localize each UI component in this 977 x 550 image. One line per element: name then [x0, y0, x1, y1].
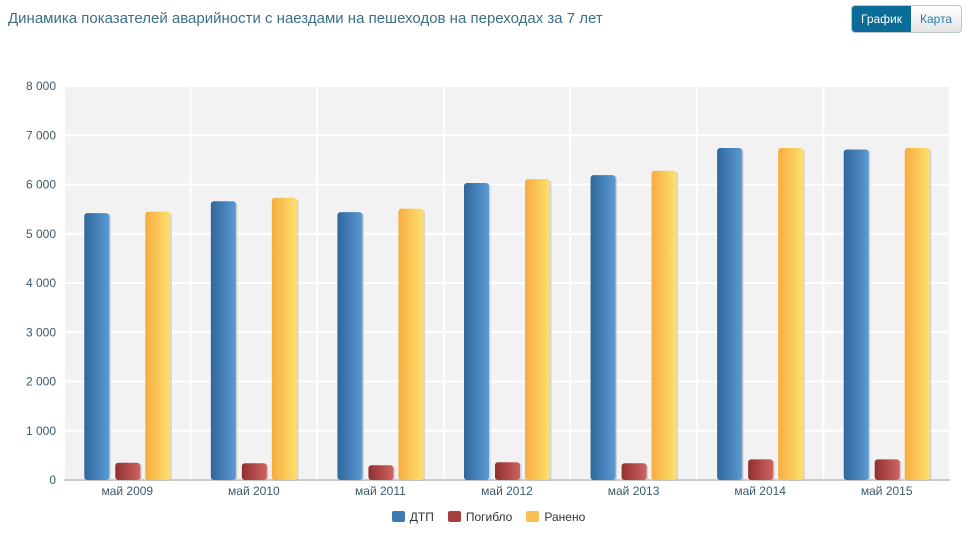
bar-Ранено-май 2010	[271, 197, 297, 481]
y-tick-label: 4 000	[26, 276, 56, 290]
view-toggle: График Карта	[851, 5, 963, 33]
x-tick-label: май 2013	[608, 484, 660, 498]
x-tick-label: май 2010	[228, 484, 280, 498]
bar-Погибло-май 2010	[241, 463, 267, 480]
legend-label: Погибло	[465, 510, 513, 524]
legend: ДТП Погибло Ранено	[0, 510, 977, 524]
y-tick-label: 0	[49, 473, 56, 487]
y-tick-label: 3 000	[26, 325, 56, 339]
x-tick-label: май 2012	[481, 484, 533, 498]
bar-Погибло-май 2014	[748, 459, 774, 480]
y-tick-label: 6 000	[26, 178, 56, 192]
legend-swatch	[526, 511, 540, 522]
bar-ДТП-май 2013	[590, 175, 616, 480]
bar-Ранено-май 2011	[398, 208, 424, 480]
legend-swatch	[391, 511, 405, 522]
x-tick-label: май 2011	[355, 484, 406, 498]
y-tick-label: 5 000	[26, 227, 56, 241]
bar-Ранено-май 2015	[904, 148, 930, 480]
x-tick-label: май 2014	[734, 484, 786, 498]
y-tick-label: 2 000	[26, 375, 56, 389]
legend-item[interactable]: ДТП	[391, 510, 434, 524]
legend-swatch	[447, 511, 461, 522]
y-tick-label: 7 000	[26, 128, 56, 142]
legend-item[interactable]: Погибло	[447, 510, 513, 524]
x-tick-label: май 2009	[101, 484, 153, 498]
legend-label: Ранено	[544, 510, 586, 524]
y-tick-label: 1 000	[26, 424, 56, 438]
bar-ДТП-май 2011	[337, 212, 363, 480]
bar-ДТП-май 2010	[210, 201, 236, 480]
x-tick-label: май 2015	[861, 484, 913, 498]
map-view-button[interactable]: Карта	[911, 6, 962, 32]
bar-Погибло-май 2013	[621, 463, 647, 480]
legend-label: ДТП	[409, 510, 434, 524]
bar-Погибло-май 2012	[495, 462, 520, 480]
bar-Погибло-май 2011	[368, 465, 394, 480]
chart-view-button[interactable]: График	[852, 6, 911, 32]
chart-title: Динамика показателей аварийности с наезд…	[8, 10, 603, 27]
bar-Погибло-май 2015	[874, 459, 900, 480]
bar-ДТП-май 2009	[84, 213, 110, 480]
bar-ДТП-май 2012	[464, 183, 489, 480]
bar-ДТП-май 2015	[843, 149, 869, 480]
bar-Ранено-май 2014	[778, 148, 804, 480]
bar-ДТП-май 2014	[717, 148, 743, 480]
bar-Погибло-май 2009	[115, 462, 141, 480]
bar-Ранено-май 2013	[651, 170, 677, 480]
bar-Ранено-май 2009	[145, 211, 171, 480]
y-tick-label: 8 000	[26, 79, 56, 93]
bar-Ранено-май 2012	[525, 179, 550, 480]
legend-item[interactable]: Ранено	[526, 510, 585, 524]
